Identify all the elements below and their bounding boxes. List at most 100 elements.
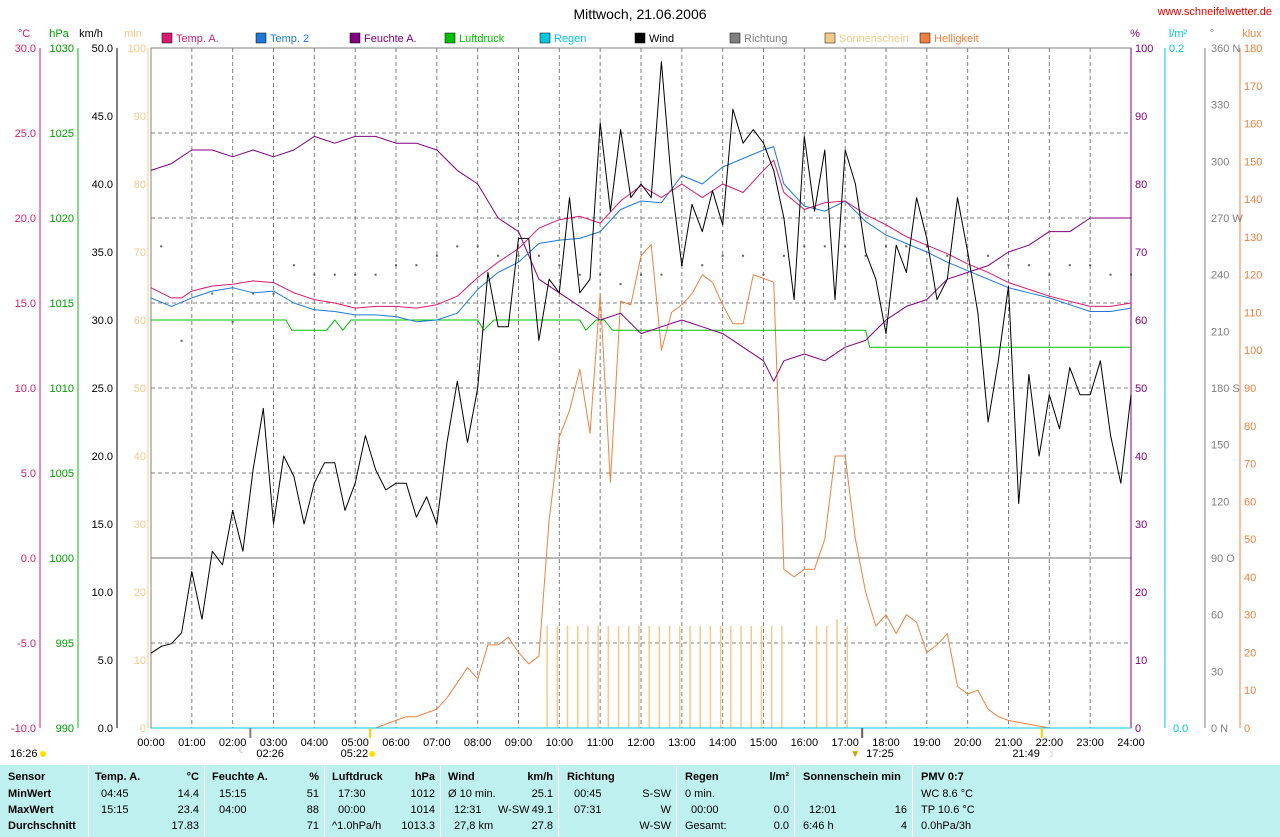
- sun-tick-label: 20: [134, 587, 146, 599]
- sun-icon: [40, 751, 46, 757]
- time-tick-label: 11:00: [587, 737, 614, 749]
- stats-rain-total-label: Gesamt:: [685, 820, 727, 832]
- temp-a-line: [150, 159, 1132, 309]
- direction-point: [803, 245, 806, 248]
- direction-point: [435, 254, 438, 257]
- direction-tick-label: 210: [1211, 326, 1229, 338]
- wind-tick-label: 15.0: [92, 519, 113, 531]
- direction-point: [1130, 273, 1132, 276]
- stats-wind-distance: 27,8 km: [454, 820, 494, 832]
- humidity-tick-label: 70: [1135, 247, 1147, 259]
- stats-rain-duration: 0 min.: [685, 788, 715, 800]
- current-time-label: 16:26: [10, 748, 38, 760]
- sunrise-label: 05:22: [341, 748, 369, 760]
- stats-temp-unit: °C: [186, 771, 199, 783]
- stats-press-max: 1014: [410, 804, 435, 816]
- stats-wind-max-dir: W-SW: [498, 804, 530, 816]
- direction-tick-label: 90 O: [1211, 553, 1235, 565]
- stats-pmv-header: PMV 0:7: [921, 771, 964, 783]
- stats-pmv-dewpoint: TP 10.6 °C: [921, 804, 975, 816]
- light-tick-label: 180: [1244, 43, 1262, 55]
- sun-tick-label: 100: [128, 43, 146, 55]
- stats-direction-column: Richtung 00:45 S-SW 07:31 W W-SW: [558, 765, 677, 837]
- time-tick-label: 10:00: [546, 737, 574, 749]
- direction-point: [966, 254, 969, 257]
- stats-sensor-column: Sensor MinWert MaxWert Durchschnitt: [0, 765, 88, 837]
- stats-hum-max: 88: [306, 804, 319, 816]
- direction-point: [497, 254, 500, 257]
- direction-point: [415, 264, 418, 267]
- stats-sun-max: 16: [894, 804, 907, 816]
- legend-label: Helligkeit: [934, 33, 979, 45]
- direction-point: [905, 245, 908, 248]
- stats-rain-unit: l/m²: [769, 771, 789, 783]
- direction-point: [762, 273, 765, 276]
- time-tick-label: 21:00: [995, 737, 1023, 749]
- temp-tick-label: 0.0: [21, 553, 36, 565]
- legend-swatch: [634, 32, 646, 44]
- legend-label: Temp. 2: [270, 33, 309, 45]
- time-tick-label: 18:00: [872, 737, 900, 749]
- stats-row-label: MinWert: [8, 788, 52, 800]
- sun-icon: ▼: [850, 749, 860, 760]
- direction-point: [1089, 264, 1092, 267]
- moon-icon: ☾: [238, 745, 246, 755]
- stats-press-header: Luftdruck: [332, 771, 383, 783]
- stats-dir-min: S-SW: [642, 788, 671, 800]
- stats-pmv-trend: 0.0hPa/3h: [921, 820, 972, 832]
- direction-tick-label: 300: [1211, 156, 1229, 168]
- light-tick-label: 130: [1244, 232, 1262, 244]
- legend-swatch: [349, 32, 361, 44]
- stats-hum-avg: 71: [306, 820, 319, 832]
- stats-dir-header: Richtung: [567, 771, 615, 783]
- time-tick-label: 16:00: [791, 737, 819, 749]
- pressure-tick-label: 1000: [50, 553, 74, 565]
- humidity-tick-label: 10: [1135, 655, 1147, 667]
- direction-point: [701, 264, 704, 267]
- time-tick-label: 08:00: [464, 737, 492, 749]
- time-tick-label: 20:00: [954, 737, 982, 749]
- sun-tick-label: 50: [134, 383, 146, 395]
- direction-point: [456, 245, 459, 248]
- direction-point: [640, 273, 642, 276]
- pressure-tick-label: 1020: [50, 213, 74, 225]
- stats-pmv-column: PMV 0:7 WC 8.6 °C TP 10.6 °C 0.0hPa/3h: [912, 765, 1280, 837]
- direction-point: [160, 245, 163, 248]
- light-tick-label: 70: [1244, 459, 1256, 471]
- sun-tick-label: 10: [134, 655, 146, 667]
- feuchte-a-line: [150, 135, 1131, 382]
- pressure-tick-label: 1025: [50, 128, 74, 140]
- pressure-unit-label: hPa: [49, 28, 69, 40]
- stats-sensor-header: Sensor: [8, 771, 46, 783]
- direction-unit-label: °: [1210, 28, 1214, 40]
- wind-tick-label: 10.0: [92, 587, 113, 599]
- wind-tick-label: 5.0: [98, 655, 113, 667]
- direction-point: [395, 264, 397, 267]
- axes: 30.025.020.015.010.05.00.0-5.0-10.010301…: [11, 43, 1262, 749]
- stats-temp-header: Temp. A.: [95, 771, 141, 783]
- legend-label: Temp. A.: [176, 33, 219, 45]
- light-tick-label: 120: [1244, 270, 1262, 282]
- stats-wind-max: 49.1: [531, 804, 553, 816]
- light-tick-label: 0: [1244, 723, 1250, 735]
- stats-wind-unit: km/h: [527, 771, 553, 783]
- legend-swatch: [539, 32, 551, 44]
- sun-tick-label: 40: [134, 451, 146, 463]
- time-tick-label: 00:00: [137, 737, 165, 749]
- wind-tick-label: 20.0: [92, 451, 113, 463]
- wind-unit-label: km/h: [79, 28, 103, 40]
- chart-background: [0, 0, 1280, 765]
- light-tick-label: 30: [1244, 610, 1256, 622]
- humidity-tick-label: 80: [1135, 179, 1147, 191]
- stats-press-avg: 1013.3: [401, 820, 435, 832]
- stats-press-max-time: 00:00: [338, 804, 366, 816]
- direction-point: [844, 245, 847, 248]
- sun-tick-label: 60: [134, 315, 146, 327]
- stats-wind-column: Wind km/h Ø 10 min. 25.1 12:31 W-SW 49.1…: [440, 765, 559, 837]
- events-layer: 16:26 ☾ 02:26 05:22 ▼ 17:25 21:49 ☽: [10, 728, 1054, 760]
- sun-tick-label: 90: [134, 111, 146, 123]
- pressure-tick-label: 1010: [50, 383, 74, 395]
- direction-tick-label: 330: [1211, 100, 1229, 112]
- direction-point: [925, 245, 928, 248]
- stats-sun-header: Sonnenschein min: [803, 771, 901, 783]
